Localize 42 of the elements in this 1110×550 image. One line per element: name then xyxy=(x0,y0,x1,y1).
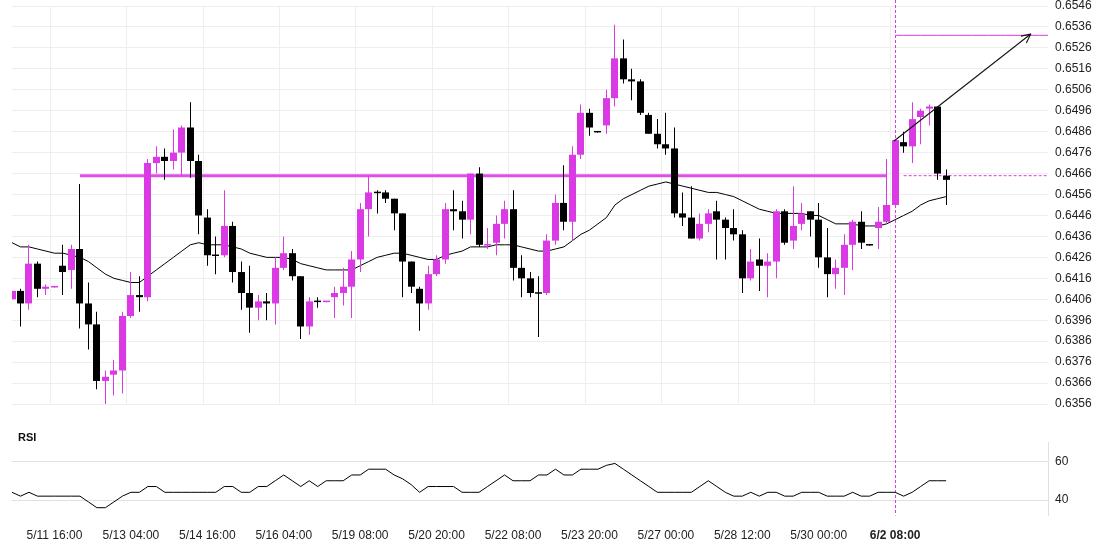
y-tick-label: 0.6416 xyxy=(1055,270,1093,285)
y-tick-label: 0.6506 xyxy=(1055,82,1093,97)
x-tick-label: 5/11 16:00 xyxy=(26,527,83,542)
y-tick-label: 0.6526 xyxy=(1055,40,1093,55)
y-tick-label: 0.6406 xyxy=(1055,291,1093,306)
y-tick-label: 0.6456 xyxy=(1055,186,1093,201)
y-tick-label: 0.6376 xyxy=(1055,354,1093,369)
x-tick-label: 5/14 16:00 xyxy=(178,527,236,542)
y-tick-label: 0.6516 xyxy=(1055,61,1093,76)
x-tick-label: 5/13 04:00 xyxy=(102,527,160,542)
y-tick-label: 0.6536 xyxy=(1055,19,1093,34)
y-tick-label: 0.6396 xyxy=(1055,312,1093,327)
y-tick-label: 60 xyxy=(1055,453,1069,468)
y-tick-label: 0.6466 xyxy=(1055,165,1093,180)
x-tick-label: 5/23 20:00 xyxy=(561,527,619,542)
y-tick-label: 0.6436 xyxy=(1055,228,1093,243)
y-tick-label: 0.6446 xyxy=(1055,207,1093,222)
x-tick-label: 5/19 08:00 xyxy=(331,527,389,542)
x-tick-label: 6/2 08:00 xyxy=(869,527,921,542)
y-tick-label: 0.6386 xyxy=(1055,333,1093,348)
candlestick xyxy=(628,68,635,101)
candlestick xyxy=(662,112,669,155)
chart-title: RSI xyxy=(18,430,37,444)
x-tick-label: 5/16 04:00 xyxy=(255,527,313,542)
candlestick xyxy=(263,292,270,321)
y-tick-label: 0.6496 xyxy=(1055,103,1093,118)
y-tick-label: 0.6356 xyxy=(1055,396,1093,411)
y-tick-label: 0.6546 xyxy=(1055,0,1093,13)
y-tick-label: 0.6366 xyxy=(1055,375,1093,390)
x-tick-label: 5/22 08:00 xyxy=(484,527,542,542)
y-tick-label: 0.6476 xyxy=(1055,144,1093,159)
y-tick-label: 40 xyxy=(1055,492,1069,507)
x-tick-label: 5/20 20:00 xyxy=(408,527,466,542)
candlestick xyxy=(484,228,491,249)
y-tick-label: 0.6426 xyxy=(1055,249,1093,264)
candlestick xyxy=(161,148,168,180)
x-tick-label: 5/27 00:00 xyxy=(637,527,695,542)
x-tick-label: 5/30 00:00 xyxy=(790,527,848,542)
candlestick xyxy=(450,190,457,231)
y-tick-label: 0.6486 xyxy=(1055,124,1093,138)
candlestick xyxy=(764,253,771,298)
x-tick-label: 5/28 12:00 xyxy=(713,527,771,542)
